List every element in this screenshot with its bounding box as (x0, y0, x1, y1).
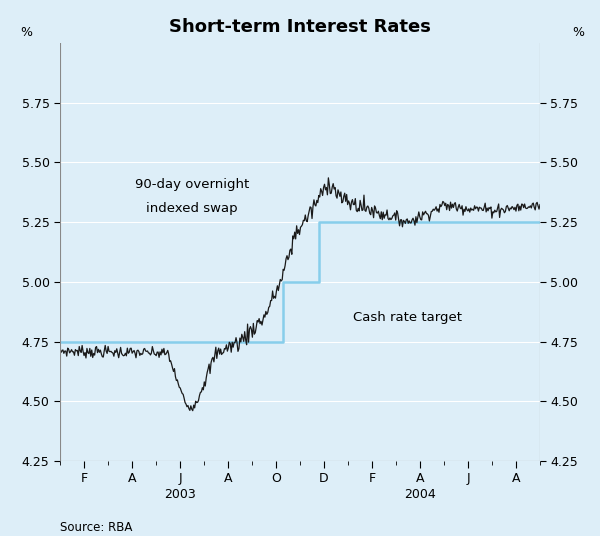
Text: 2004: 2004 (404, 488, 436, 502)
Y-axis label: %: % (572, 26, 584, 39)
Text: indexed swap: indexed swap (146, 202, 238, 215)
Text: Source: RBA: Source: RBA (60, 520, 133, 534)
Y-axis label: %: % (20, 26, 32, 39)
Text: 2003: 2003 (164, 488, 196, 502)
Text: Cash rate target: Cash rate target (353, 311, 462, 324)
Text: 90-day overnight: 90-day overnight (135, 178, 249, 191)
Title: Short-term Interest Rates: Short-term Interest Rates (169, 18, 431, 36)
